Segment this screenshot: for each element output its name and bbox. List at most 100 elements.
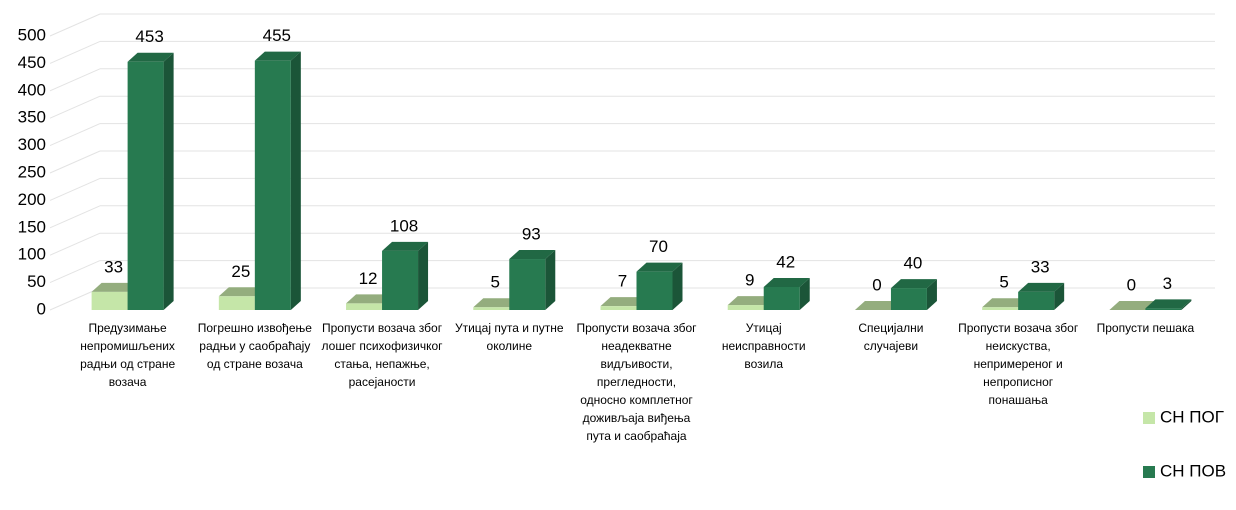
bar-side [799, 277, 810, 310]
data-label: 453 [135, 27, 163, 46]
bar-top [636, 262, 683, 272]
data-label: 5 [491, 273, 500, 292]
y-tick-label: 400 [18, 80, 46, 99]
data-label: 33 [1031, 257, 1050, 276]
data-label: 12 [359, 269, 378, 288]
data-label: 3 [1163, 274, 1172, 293]
bar [473, 307, 510, 310]
bar [346, 303, 383, 310]
data-label: 70 [649, 237, 668, 256]
bar-top [1109, 301, 1156, 310]
data-label: 0 [872, 275, 881, 294]
y-tick-label: 100 [18, 245, 46, 264]
legend-swatch [1143, 412, 1155, 424]
x-tick-label: Пропусти возача због неискуства, неприме… [958, 321, 1079, 407]
bar-side [163, 52, 174, 310]
y-tick-label: 0 [37, 299, 46, 318]
data-label: 40 [903, 254, 922, 273]
bar-side [926, 279, 937, 310]
y-tick-label: 50 [27, 272, 46, 291]
data-label: 93 [522, 225, 541, 244]
bar [763, 286, 800, 310]
bar-side [418, 241, 429, 310]
y-tick-label: 250 [18, 162, 46, 181]
bar-3d [509, 250, 556, 310]
data-label: 33 [104, 257, 123, 276]
bar-side [290, 51, 301, 310]
grid-line [49, 13, 101, 37]
bar-top [254, 51, 301, 61]
grid-line [49, 150, 101, 174]
bar-top [763, 277, 810, 287]
bar-top [890, 279, 937, 289]
bar-3d [1145, 299, 1192, 310]
grid-line [49, 287, 101, 311]
bar-top [982, 298, 1029, 308]
bar-side [1054, 282, 1065, 310]
grid-line [49, 68, 101, 92]
x-tick-label: Пропусти возача због лошег психофизичког… [321, 321, 443, 389]
data-label: 7 [618, 272, 627, 291]
x-tick-label: Утицај неисправности возила [721, 321, 806, 371]
grid-line [49, 205, 101, 229]
legend-label: СН ПОГ [1160, 407, 1224, 426]
data-label: 42 [776, 252, 795, 271]
grid-line [49, 260, 101, 284]
y-tick-label: 350 [18, 108, 46, 127]
data-label: 9 [745, 271, 754, 290]
bar [600, 306, 637, 310]
y-tick-label: 300 [18, 135, 46, 154]
data-label: 455 [263, 26, 291, 45]
x-tick-label: Погрешно извођење радњи у саобраћају од … [197, 321, 312, 371]
bar [382, 250, 419, 310]
bar-top [727, 296, 774, 306]
bar [727, 305, 764, 310]
bar [890, 288, 927, 310]
legend-swatch [1143, 466, 1155, 478]
bar-3d [890, 279, 937, 310]
bar [1018, 291, 1055, 310]
bar-top [91, 282, 138, 292]
bar [636, 271, 673, 310]
y-tick-label: 500 [18, 25, 46, 44]
legend-label: СН ПОВ [1160, 461, 1226, 480]
data-label: 5 [999, 273, 1008, 292]
x-tick-label: Пропусти пешака [1096, 321, 1195, 335]
bar [509, 259, 546, 310]
bar [254, 60, 291, 310]
data-label: 108 [390, 216, 418, 235]
x-tick-label: Предузимање непромишљених радњи од стран… [80, 321, 176, 389]
bar-side [672, 262, 683, 310]
bar [1145, 308, 1182, 310]
grid-line [49, 123, 101, 147]
grid-line [49, 232, 101, 256]
bar-top [473, 298, 520, 308]
bar [127, 61, 164, 311]
bar-top [1018, 282, 1065, 292]
bar-side [545, 250, 556, 310]
bar-3d [382, 241, 429, 310]
x-tick-label: Специјални случајеви [858, 321, 924, 353]
data-label: 0 [1127, 275, 1136, 294]
bar [218, 296, 255, 310]
x-tick-label: Утицај пута и путне околине [454, 321, 564, 353]
y-tick-label: 150 [18, 217, 46, 236]
bar-top [218, 287, 265, 297]
bar-top [1145, 299, 1192, 309]
bar-3d [1109, 301, 1156, 310]
bar [982, 307, 1019, 310]
y-tick-label: 450 [18, 53, 46, 72]
bar-3d [763, 277, 810, 310]
bar-top [346, 294, 393, 304]
bar-side [1181, 299, 1192, 310]
bar-3d [854, 301, 901, 310]
bar [91, 291, 128, 310]
grid-line [49, 177, 101, 201]
bar-top [127, 52, 174, 62]
bar-3d [1018, 282, 1065, 310]
bar-3d [254, 51, 301, 310]
y-tick-label: 200 [18, 190, 46, 209]
bar-top [382, 241, 429, 251]
